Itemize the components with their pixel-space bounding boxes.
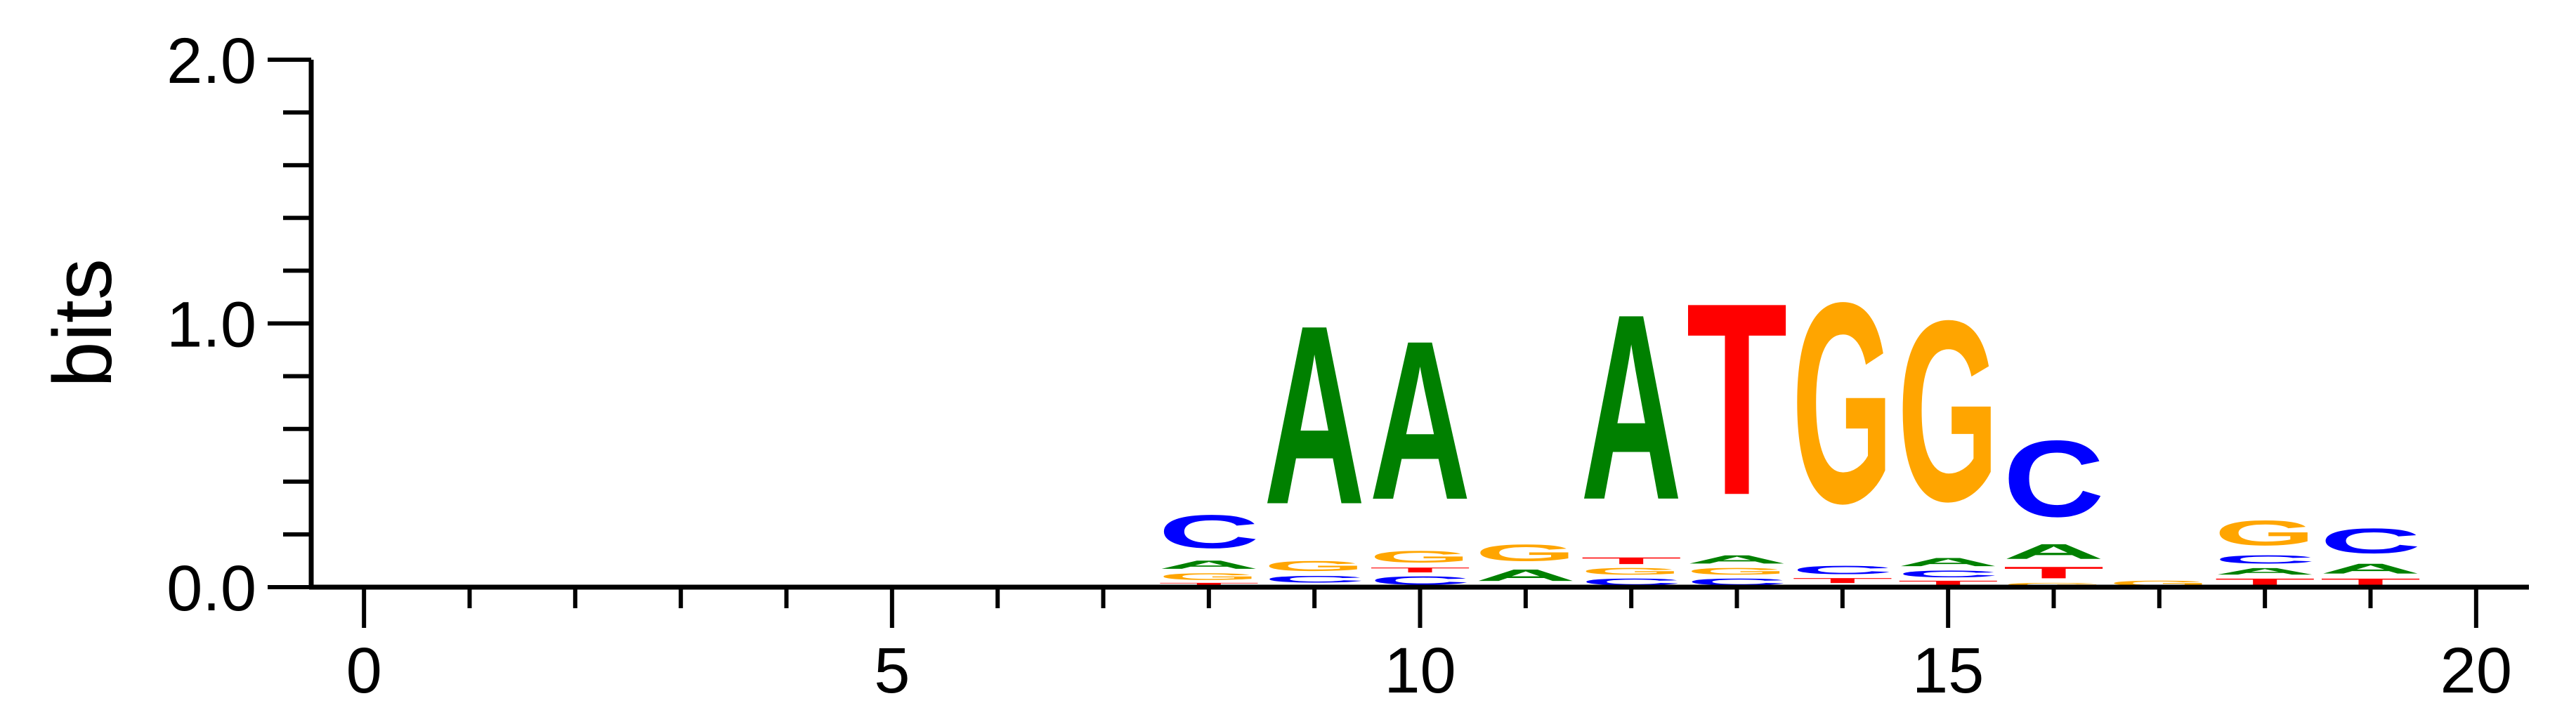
logo-letter-c: C (1581, 577, 1682, 587)
logo-letter-t: T (2320, 577, 2421, 587)
logo-letter-t: T (1581, 556, 1682, 566)
logo-letter-t: T (1686, 247, 1787, 553)
x-tick-label: 15 (1912, 635, 1984, 707)
logo-letter-g: G (2214, 513, 2315, 553)
logo-letter-a: A (2320, 560, 2421, 577)
y-tick-label: 2.0 (166, 25, 256, 97)
logo-letter-c: C (2214, 553, 2315, 566)
logo-letter-a: A (1264, 273, 1365, 558)
logo-letter-a: A (2214, 566, 2315, 577)
x-tick-label: 10 (1384, 635, 1456, 707)
logo-letter-c: C (1264, 574, 1365, 584)
logo-letter-t: T (1158, 582, 1260, 587)
logo-letter-a: A (1897, 556, 1999, 569)
logo-letter-t: T (2003, 563, 2104, 582)
logo-letter-a: A (1158, 558, 1260, 572)
y-tick-label: 0.0 (166, 553, 256, 624)
logo-letter-a: A (1686, 553, 1787, 566)
logo-letter-c: C (1686, 577, 1787, 587)
logo-letter-c: C (1897, 569, 1999, 579)
x-tick-label: 5 (874, 635, 910, 707)
logo-letter-c: C (1158, 505, 1260, 558)
logo-letter-g: G (1581, 566, 1682, 577)
x-tick-label: 20 (2440, 635, 2512, 707)
logo-letter-a: A (2003, 540, 2104, 564)
logo-letter-t: T (1369, 566, 1470, 574)
y-axis-title: bits (37, 258, 129, 388)
x-tick-label: 0 (346, 635, 382, 707)
letter-stacks: TGACTCGACTGACAGCGTACGATATCGTCAGGTACGTACG… (1158, 243, 2421, 587)
logo-letter-g: G (1369, 548, 1470, 566)
logo-letter-g: G (1792, 243, 1893, 563)
logo-letter-g: G (2003, 582, 2104, 587)
logo-letter-c: C (2003, 418, 2104, 539)
logo-letter-t: T (2214, 577, 2315, 587)
logo-letter-g: G (1264, 558, 1365, 575)
logo-letter-g: G (1686, 566, 1787, 577)
ticks: 0.0 1.0 2.0 0 5 10 15 20 (166, 25, 2512, 707)
logo-letter-a: A (1475, 566, 1576, 584)
logo-letter-g: G (1158, 571, 1260, 582)
logo-letter-g: G (2109, 579, 2210, 587)
logo-letter-c: C (2320, 521, 2421, 560)
logo-letter-t: T (1792, 577, 1893, 584)
y-tick-label: 1.0 (166, 289, 256, 361)
logo-letter-a: A (1369, 294, 1470, 547)
logo-letter-c: C (1369, 574, 1470, 587)
logo-letter-t: T (1897, 579, 1999, 587)
logo-letter-g: G (1475, 539, 1576, 566)
logo-letter-a: A (1581, 259, 1682, 555)
logo-letter-c: C (1792, 563, 1893, 577)
logo-letter-g: G (1897, 267, 1999, 555)
